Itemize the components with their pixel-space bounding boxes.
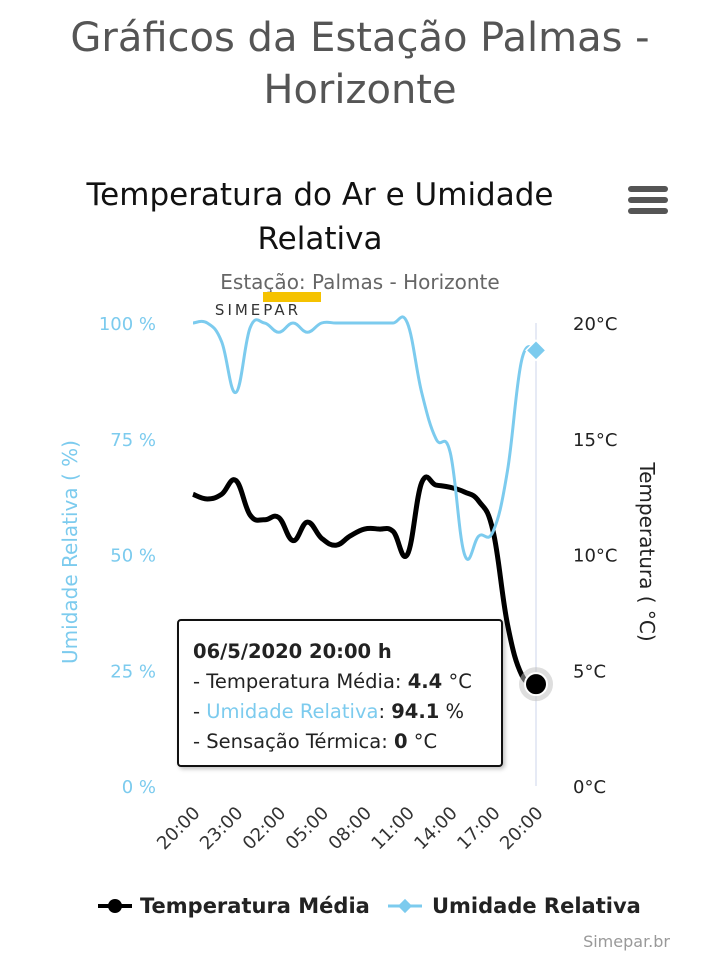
- watermark-logo: SIMEPAR: [215, 292, 321, 319]
- y-right-tick-label: 10°C: [573, 546, 617, 567]
- x-tick-label: 20:00: [153, 803, 205, 855]
- tooltip-hum-label: Umidade Relativa: [206, 700, 379, 723]
- tooltip-sens-unit: °C: [413, 730, 438, 753]
- chart-tooltip: 06/5/2020 20:00 h - Temperatura Média: 4…: [177, 619, 503, 767]
- y-left-axis-label: Umidade Relativa ( %): [58, 440, 82, 664]
- x-tick-label: 14:00: [410, 803, 462, 855]
- y-left-tick-label: 75 %: [110, 430, 156, 451]
- tooltip-date: 06/5/2020 20:00 h: [193, 640, 392, 663]
- legend-temperature-marker: [98, 899, 132, 913]
- legend-humidity-marker: [388, 898, 422, 914]
- page-title: Gráficos da Estação Palmas - Horizonte: [70, 15, 650, 113]
- tooltip-hum-value: 94.1: [391, 700, 440, 723]
- x-tick-label: 05:00: [282, 803, 334, 855]
- x-tick-label: 20:00: [496, 803, 548, 855]
- y-left-tick-label: 0 %: [122, 777, 156, 798]
- chart-menu-button[interactable]: [628, 186, 668, 220]
- watermark-text: SIMEPAR: [215, 301, 301, 319]
- legend-item-temperature[interactable]: Temperatura Média: [98, 894, 370, 918]
- y-right-axis-label: Temperatura ( °C): [635, 461, 659, 641]
- y-left-tick-label: 25 %: [110, 661, 156, 682]
- legend-humidity-label: Umidade Relativa: [432, 894, 641, 918]
- tooltip-hum-unit: %: [445, 700, 465, 723]
- tooltip-temp-value: 4.4: [407, 670, 443, 693]
- temperature-last-point: [524, 672, 548, 697]
- chart-subtitle: Estação: Palmas - Horizonte: [220, 270, 500, 294]
- y-right-tick-label: 15°C: [573, 430, 617, 451]
- y-left-tick-label: 100 %: [99, 314, 156, 335]
- tooltip-humidity: - Umidade Relativa: 94.1 %: [193, 697, 487, 727]
- y-right-tick-label: 5°C: [573, 661, 606, 682]
- menu-icon-bar: [628, 197, 668, 203]
- x-tick-label: 17:00: [453, 803, 505, 855]
- x-tick-label: 11:00: [367, 803, 419, 855]
- series-humidity-line: [192, 315, 537, 561]
- legend-temperature-label: Temperatura Média: [140, 894, 370, 918]
- tooltip-hum-prefix: -: [193, 700, 207, 723]
- tooltip-temperature: - Temperatura Média: 4.4 °C: [193, 667, 487, 697]
- tooltip-hum-sep: :: [378, 700, 386, 723]
- y-right-tick-label: 0°C: [573, 777, 606, 798]
- tooltip-sens-label: - Sensação Térmica:: [193, 730, 388, 753]
- x-tick-label: 02:00: [239, 803, 291, 855]
- credits-link[interactable]: Simepar.br: [583, 932, 670, 951]
- y-right-tick-label: 20°C: [573, 314, 617, 335]
- menu-icon: [628, 186, 668, 192]
- tooltip-sensation: - Sensação Térmica: 0 °C: [193, 727, 487, 757]
- humidity-last-point: [525, 339, 547, 362]
- chart-title: Temperatura do Ar e Umidade Relativa: [86, 177, 554, 257]
- tooltip-sens-value: 0: [394, 730, 408, 753]
- tooltip-temp-unit: °C: [448, 670, 472, 693]
- x-tick-label: 23:00: [196, 803, 248, 855]
- legend-item-humidity[interactable]: Umidade Relativa: [388, 894, 641, 918]
- x-tick-label: 08:00: [325, 803, 377, 855]
- menu-icon-bar: [628, 208, 668, 214]
- tooltip-temp-label: - Temperatura Média:: [193, 670, 402, 693]
- series-temperature-line: [192, 474, 538, 687]
- y-left-tick-label: 50 %: [110, 546, 156, 567]
